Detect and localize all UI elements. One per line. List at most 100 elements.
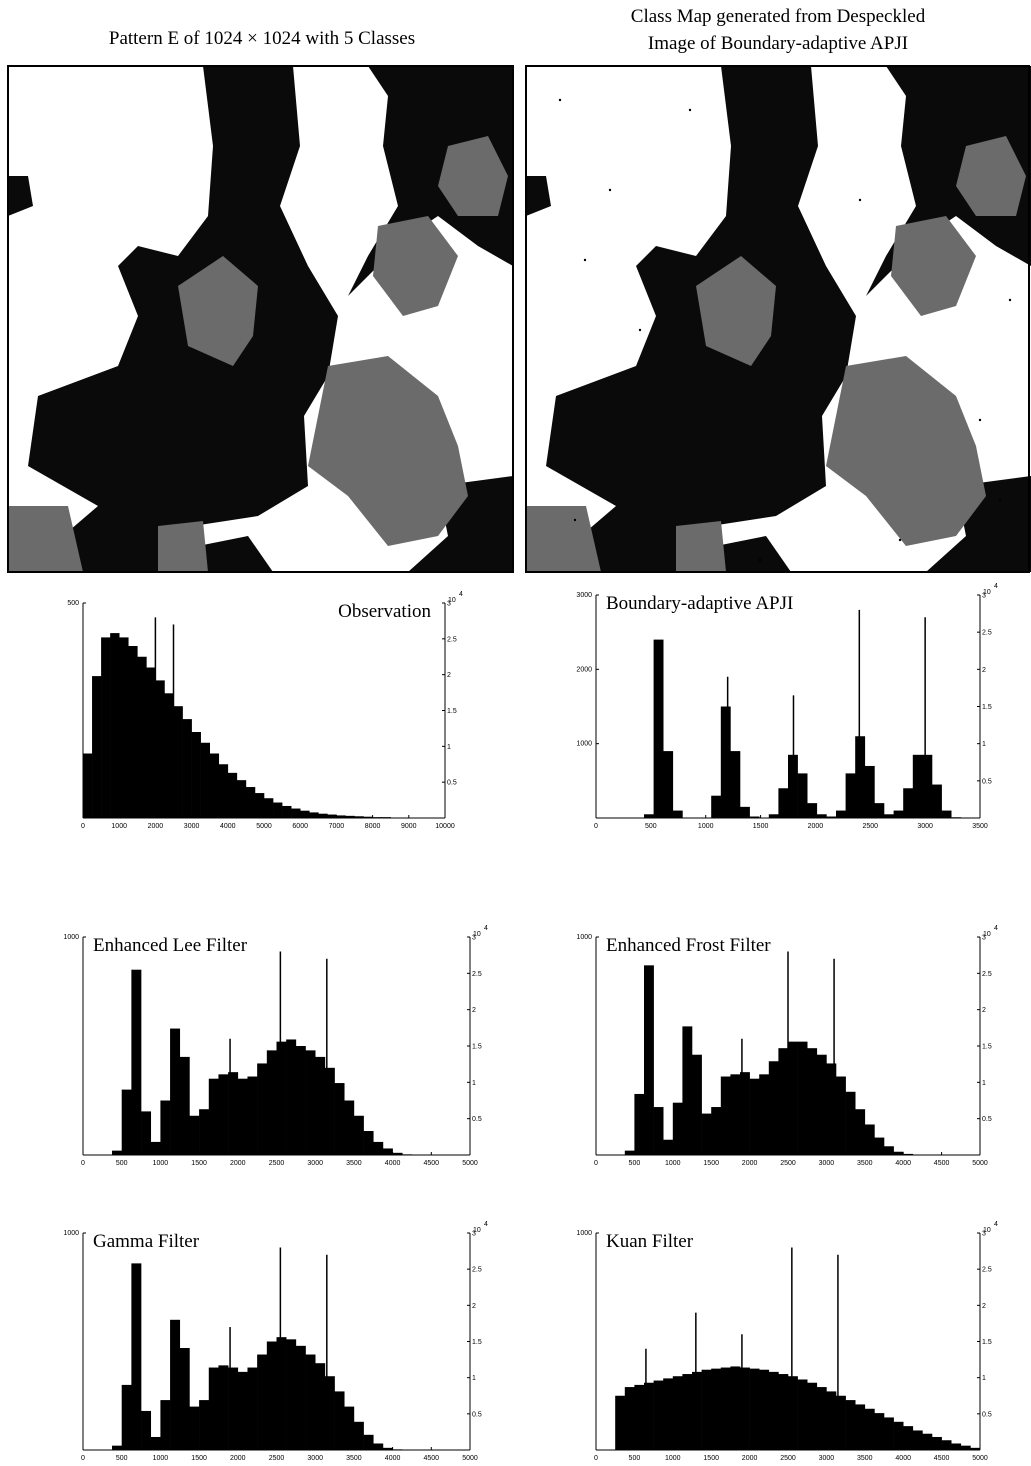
bar — [778, 1374, 788, 1450]
bar — [826, 1391, 836, 1450]
bar — [682, 1026, 692, 1155]
bar — [238, 1079, 248, 1155]
x-tick-label: 500 — [645, 823, 657, 830]
bar — [373, 1443, 383, 1450]
y2-exponent: 4 — [484, 1221, 488, 1228]
bar — [817, 1387, 827, 1450]
bar — [654, 1381, 664, 1450]
x-tick-label: 4000 — [385, 1455, 401, 1462]
y2-tick-label: 2 — [472, 1007, 476, 1014]
bar — [255, 793, 264, 818]
bar — [170, 1029, 180, 1155]
x-tick-label: 1500 — [703, 1160, 719, 1167]
x-tick-label: 3500 — [346, 1160, 362, 1167]
bar — [625, 1151, 635, 1155]
x-tick-label: 4000 — [895, 1160, 911, 1167]
x-tick-label: 2500 — [862, 823, 878, 830]
bar — [846, 773, 856, 818]
bar — [836, 811, 846, 818]
bar — [296, 1346, 306, 1450]
bar — [201, 743, 210, 818]
bar — [884, 1146, 894, 1155]
bar — [798, 773, 808, 818]
bar — [160, 1400, 170, 1450]
x-tick-label: 2500 — [269, 1455, 285, 1462]
x-tick-label: 4500 — [934, 1455, 950, 1462]
bar — [721, 707, 731, 819]
y2-exponent: 4 — [994, 1221, 998, 1228]
y2-tick-label: 0.5 — [447, 780, 457, 787]
x-tick-label: 1000 — [665, 1160, 681, 1167]
bar — [364, 1131, 374, 1155]
y2-tick-label: 1.5 — [982, 1044, 992, 1051]
bar — [922, 755, 932, 818]
bar — [932, 1437, 942, 1450]
bar — [759, 1074, 769, 1155]
bar — [296, 1046, 306, 1155]
y2-tick-label: 2 — [982, 667, 986, 674]
bar — [663, 1378, 673, 1450]
x-tick-label: 500 — [629, 1160, 641, 1167]
x-tick-label: 500 — [116, 1455, 128, 1462]
y2-tick-label: 2.5 — [982, 1267, 992, 1274]
bar — [219, 764, 228, 818]
bar — [137, 657, 146, 818]
x-tick-label: 5000 — [256, 823, 272, 830]
bar — [663, 1140, 673, 1155]
y-tick-label: 1000 — [576, 1230, 592, 1237]
bar — [634, 1385, 644, 1450]
bar — [267, 1050, 277, 1155]
y2-multiplier: 10 — [983, 931, 991, 938]
y2-tick-label: 2 — [982, 1007, 986, 1014]
x-tick-label: 0 — [81, 1160, 85, 1167]
bar — [903, 788, 913, 818]
x-tick-label: 3000 — [917, 823, 933, 830]
bar — [894, 1422, 904, 1450]
bar — [769, 814, 779, 818]
chart-title: Kuan Filter — [606, 1231, 694, 1252]
bar — [189, 1116, 199, 1155]
y2-tick-label: 2.5 — [447, 636, 457, 643]
y2-tick-label: 1.5 — [982, 1339, 992, 1346]
bar — [855, 1109, 865, 1155]
y2-multiplier: 10 — [473, 931, 481, 938]
histogram-chart: 0500100015002000250030003500400045005000… — [576, 1221, 998, 1462]
bar — [344, 1101, 354, 1156]
chart-title: Enhanced Lee Filter — [93, 935, 248, 956]
bar — [750, 1079, 760, 1155]
bar — [644, 965, 654, 1155]
bar — [769, 1061, 779, 1155]
bar — [894, 811, 904, 818]
y2-tick-label: 1.5 — [472, 1339, 482, 1346]
y-tick-label: 1000 — [63, 1230, 79, 1237]
x-tick-label: 500 — [116, 1160, 128, 1167]
bar — [199, 1400, 209, 1450]
bar — [654, 640, 664, 818]
x-tick-label: 2000 — [742, 1455, 758, 1462]
histogram-chart: 0500100015002000250030003500400045005000… — [63, 925, 488, 1167]
bar — [112, 1151, 122, 1155]
bar — [364, 1435, 374, 1450]
bar — [778, 788, 788, 818]
x-tick-label: 4500 — [424, 1455, 440, 1462]
bar — [922, 1434, 932, 1450]
x-tick-label: 1500 — [191, 1455, 207, 1462]
bar — [721, 1077, 731, 1155]
bar — [286, 1039, 296, 1155]
x-tick-label: 8000 — [365, 823, 381, 830]
x-tick-label: 6000 — [292, 823, 308, 830]
bar — [257, 1063, 267, 1155]
bar — [122, 1090, 132, 1155]
x-tick-label: 4000 — [385, 1160, 401, 1167]
bar — [180, 1348, 190, 1450]
bar — [817, 814, 827, 818]
bar — [192, 732, 201, 818]
bar — [817, 1055, 827, 1155]
x-tick-label: 3000 — [819, 1455, 835, 1462]
bar — [373, 1142, 383, 1155]
bar — [846, 1092, 856, 1155]
pattern-image — [8, 66, 513, 572]
histogram-chart: 0500100015002000250030003500400045005000… — [63, 1221, 488, 1462]
page: Pattern E of 1024 × 1024 with 5 Classes … — [0, 0, 1031, 1466]
chart-title: Boundary-adaptive APJI — [606, 593, 793, 614]
